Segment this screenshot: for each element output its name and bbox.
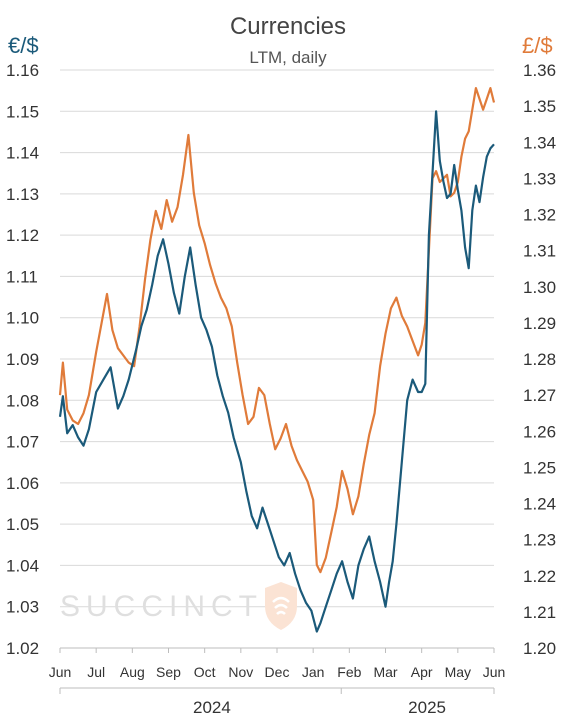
watermark-text: SUCCINCT bbox=[60, 590, 263, 623]
month-label: Feb bbox=[337, 664, 361, 680]
month-label: May bbox=[445, 664, 471, 680]
right-tick-label: 1.22 bbox=[523, 567, 556, 586]
left-axis-ticks: 1.16 1.15 1.14 1.13 1.12 1.11 1.10 1.09 1.08 1.07… bbox=[6, 61, 39, 658]
left-tick-label: 1.12 bbox=[6, 226, 39, 245]
watermark: SUCCINCT bbox=[60, 582, 297, 630]
x-axis: Jun Jul Aug Sep Oct Nov Dec Jan Feb Mar Apr May Jun 2… bbox=[49, 647, 506, 717]
month-label: Sep bbox=[156, 664, 181, 680]
right-tick-label: 1.25 bbox=[523, 458, 556, 477]
chart-title: Currencies bbox=[230, 13, 346, 40]
right-tick-label: 1.35 bbox=[523, 97, 556, 116]
gbp-usd-series-line bbox=[58, 87, 496, 574]
left-tick-label: 1.13 bbox=[6, 185, 39, 204]
month-label: Dec bbox=[265, 664, 290, 680]
right-tick-label: 1.29 bbox=[523, 314, 556, 333]
right-tick-label: 1.24 bbox=[523, 495, 556, 514]
eur-usd-series-line bbox=[58, 110, 495, 633]
month-label: Nov bbox=[228, 664, 253, 680]
left-tick-label: 1.11 bbox=[6, 267, 38, 286]
year-label: 2024 bbox=[193, 698, 231, 717]
right-tick-label: 1.27 bbox=[523, 386, 556, 405]
left-axis-title: €/$ bbox=[8, 33, 39, 58]
left-tick-label: 1.15 bbox=[6, 102, 39, 121]
left-tick-label: 1.14 bbox=[6, 144, 39, 163]
month-label: Jan bbox=[302, 664, 325, 680]
left-tick-label: 1.10 bbox=[6, 309, 39, 328]
month-label: Oct bbox=[194, 664, 216, 680]
right-tick-label: 1.30 bbox=[523, 278, 556, 297]
series-lines bbox=[58, 87, 496, 633]
right-tick-label: 1.20 bbox=[523, 639, 556, 658]
year-label: 2025 bbox=[408, 698, 446, 717]
month-label: Aug bbox=[120, 664, 145, 680]
left-tick-label: 1.08 bbox=[6, 391, 39, 410]
right-axis-ticks: 1.36 1.35 1.34 1.33 1.32 1.31 1.30 1.29 1.28 1.27… bbox=[523, 61, 556, 658]
right-tick-label: 1.21 bbox=[523, 603, 556, 622]
right-tick-label: 1.33 bbox=[523, 169, 556, 188]
right-tick-label: 1.23 bbox=[523, 531, 556, 550]
right-tick-label: 1.28 bbox=[523, 350, 556, 369]
right-tick-label: 1.26 bbox=[523, 422, 556, 441]
left-tick-label: 1.06 bbox=[6, 474, 39, 493]
left-tick-label: 1.05 bbox=[6, 515, 39, 534]
left-tick-label: 1.09 bbox=[6, 350, 39, 369]
right-tick-label: 1.31 bbox=[523, 242, 556, 261]
left-tick-label: 1.03 bbox=[6, 598, 39, 617]
right-tick-label: 1.36 bbox=[523, 61, 556, 80]
right-tick-label: 1.32 bbox=[523, 206, 556, 225]
shield-logo-icon bbox=[265, 582, 297, 630]
left-tick-label: 1.07 bbox=[6, 433, 39, 452]
left-tick-label: 1.02 bbox=[6, 639, 39, 658]
month-label: Jun bbox=[49, 664, 72, 680]
chart-subtitle: LTM, daily bbox=[249, 48, 327, 67]
month-label: Mar bbox=[373, 664, 397, 680]
right-tick-label: 1.34 bbox=[523, 133, 556, 152]
left-tick-label: 1.04 bbox=[6, 556, 39, 575]
right-axis-title: £/$ bbox=[522, 33, 553, 58]
month-label: Apr bbox=[411, 664, 433, 680]
month-label: Jul bbox=[87, 664, 105, 680]
left-tick-label: 1.16 bbox=[6, 61, 39, 80]
month-label: Jun bbox=[483, 664, 506, 680]
